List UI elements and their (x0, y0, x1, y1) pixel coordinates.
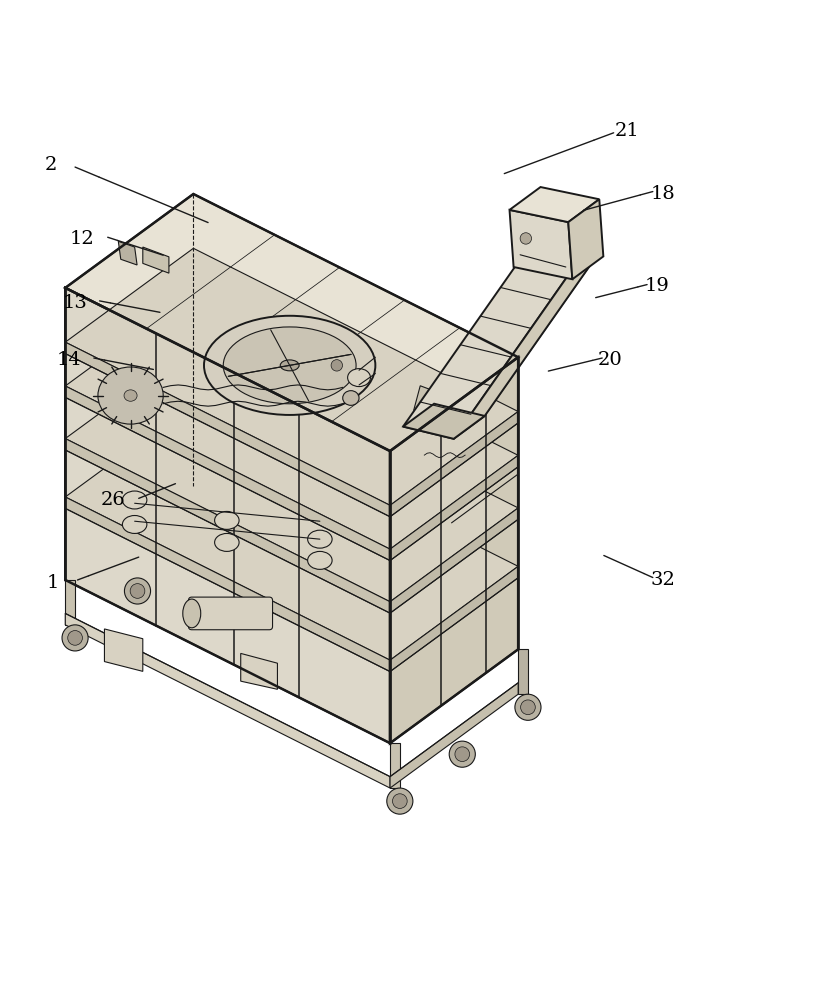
Text: 13: 13 (63, 294, 87, 312)
Text: 12: 12 (69, 230, 94, 248)
Polygon shape (65, 439, 390, 613)
Ellipse shape (183, 599, 201, 628)
Polygon shape (403, 404, 485, 439)
Polygon shape (65, 345, 518, 602)
Polygon shape (65, 292, 518, 549)
Polygon shape (118, 241, 137, 265)
Polygon shape (65, 288, 390, 743)
Polygon shape (390, 743, 400, 788)
Polygon shape (518, 649, 528, 694)
Ellipse shape (215, 533, 239, 551)
Polygon shape (454, 252, 599, 439)
Polygon shape (434, 240, 599, 416)
Text: 26: 26 (100, 491, 125, 509)
Ellipse shape (122, 516, 147, 533)
Polygon shape (517, 240, 599, 275)
Ellipse shape (343, 391, 359, 405)
Polygon shape (390, 566, 518, 672)
Polygon shape (390, 508, 518, 613)
Ellipse shape (308, 530, 332, 548)
Circle shape (515, 694, 541, 720)
FancyBboxPatch shape (188, 597, 273, 630)
Circle shape (455, 747, 470, 762)
Ellipse shape (122, 491, 147, 509)
Polygon shape (509, 187, 599, 222)
Polygon shape (414, 386, 453, 422)
Ellipse shape (348, 369, 370, 387)
Circle shape (62, 625, 88, 651)
Ellipse shape (308, 551, 332, 569)
Ellipse shape (124, 390, 137, 401)
Polygon shape (65, 403, 518, 660)
Polygon shape (65, 580, 75, 625)
Circle shape (387, 788, 413, 814)
Circle shape (392, 794, 407, 808)
Text: 1: 1 (47, 574, 60, 592)
Ellipse shape (280, 360, 299, 371)
Text: 19: 19 (645, 277, 669, 295)
Polygon shape (390, 412, 518, 517)
Polygon shape (403, 263, 568, 439)
Polygon shape (509, 210, 572, 279)
Polygon shape (390, 683, 518, 788)
Circle shape (130, 584, 144, 598)
Polygon shape (390, 455, 518, 561)
Circle shape (331, 360, 343, 371)
Circle shape (520, 233, 531, 244)
Polygon shape (104, 629, 143, 671)
Ellipse shape (98, 367, 163, 424)
Ellipse shape (224, 327, 356, 404)
Polygon shape (568, 199, 603, 279)
Polygon shape (65, 194, 518, 451)
Ellipse shape (204, 316, 375, 415)
Circle shape (449, 741, 475, 767)
Circle shape (521, 700, 535, 715)
Polygon shape (241, 653, 277, 689)
Text: 2: 2 (44, 156, 57, 174)
Circle shape (68, 631, 82, 645)
Ellipse shape (215, 511, 239, 529)
Text: 21: 21 (614, 122, 639, 140)
Polygon shape (390, 357, 518, 743)
Text: 14: 14 (57, 351, 82, 369)
Polygon shape (65, 497, 390, 672)
Polygon shape (65, 248, 518, 505)
Polygon shape (65, 342, 390, 517)
Polygon shape (143, 247, 169, 273)
Polygon shape (65, 613, 390, 788)
Text: 20: 20 (598, 351, 623, 369)
Circle shape (124, 578, 150, 604)
Polygon shape (65, 386, 390, 561)
Text: 32: 32 (650, 571, 675, 589)
Text: 18: 18 (650, 185, 675, 203)
